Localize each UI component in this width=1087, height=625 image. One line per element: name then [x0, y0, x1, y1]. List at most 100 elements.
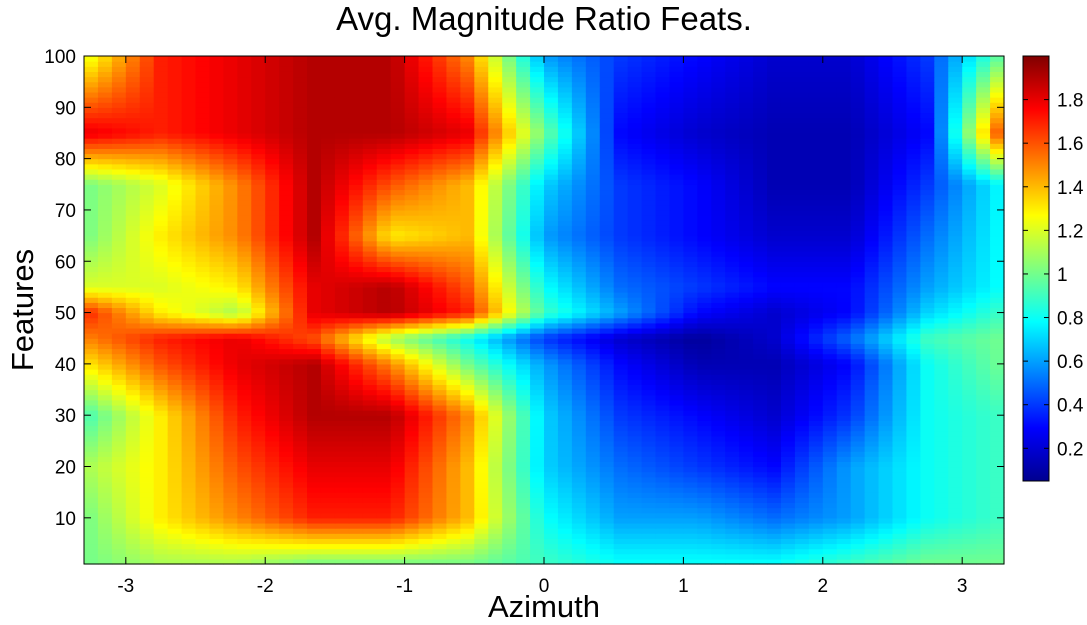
heatmap-cell: [976, 553, 991, 560]
heatmap-cell: [780, 374, 796, 380]
heatmap-cell: [544, 461, 559, 468]
heatmap-cell: [753, 445, 768, 452]
heatmap-cell: [948, 548, 963, 555]
heatmap-cell: [906, 358, 921, 365]
heatmap-cell: [920, 179, 935, 185]
heatmap-cell: [976, 302, 991, 309]
heatmap-cell: [153, 430, 169, 437]
heatmap-cell: [641, 420, 657, 427]
heatmap-cell: [460, 250, 475, 257]
heatmap-cell: [753, 384, 768, 391]
heatmap-cell: [767, 281, 782, 288]
heatmap-cell: [739, 471, 754, 478]
heatmap-cell: [990, 543, 1005, 550]
heatmap-cell: [544, 353, 559, 360]
heatmap-cell: [767, 389, 782, 396]
heatmap-cell: [739, 276, 754, 283]
heatmap-cell: [195, 399, 211, 406]
heatmap-cell: [139, 215, 155, 221]
heatmap-cell: [139, 461, 155, 468]
heatmap-cell: [920, 404, 935, 411]
heatmap-cell: [850, 363, 866, 370]
heatmap-cell: [948, 204, 963, 211]
heatmap-cell: [878, 440, 894, 447]
heatmap-cell: [613, 307, 629, 314]
heatmap-cell: [683, 276, 698, 283]
heatmap-cell: [209, 292, 224, 298]
heatmap-cell: [446, 445, 461, 452]
heatmap-cell: [767, 286, 782, 293]
heatmap-cell: [878, 497, 894, 504]
heatmap-cell: [599, 538, 615, 545]
heatmap-cell: [571, 348, 587, 355]
heatmap-cell: [516, 174, 531, 180]
heatmap-cell: [181, 435, 197, 442]
heatmap-cell: [892, 333, 908, 339]
heatmap-cell: [794, 281, 810, 288]
heatmap-cell: [474, 209, 489, 216]
heatmap-cell: [418, 302, 434, 309]
heatmap-cell: [307, 348, 322, 355]
heatmap-cell: [613, 415, 629, 421]
heatmap-cell: [892, 517, 908, 524]
heatmap-cell: [251, 240, 266, 247]
heatmap-cell: [948, 379, 963, 385]
heatmap-cell: [976, 317, 991, 324]
heatmap-cell: [153, 451, 169, 457]
heatmap-cell: [864, 533, 880, 539]
heatmap-cell: [906, 502, 921, 509]
heatmap-cell: [460, 348, 475, 355]
heatmap-cell: [418, 533, 434, 539]
heatmap-cell: [446, 522, 461, 529]
heatmap-cell: [850, 533, 866, 539]
heatmap-cell: [181, 389, 197, 396]
heatmap-cell: [502, 399, 517, 406]
heatmap-cell: [265, 369, 280, 375]
heatmap-cell: [320, 461, 336, 468]
heatmap-cell: [167, 312, 183, 319]
heatmap-cell: [655, 399, 671, 406]
heatmap-cell: [906, 415, 921, 421]
heatmap-cell: [97, 333, 113, 339]
heatmap-cell: [934, 507, 949, 514]
heatmap-cell: [307, 343, 322, 350]
heatmap-cell: [655, 440, 671, 447]
heatmap-cell: [251, 394, 266, 401]
heatmap-cell: [683, 502, 698, 509]
heatmap-cell: [641, 194, 657, 201]
heatmap-cell: [195, 338, 211, 344]
heatmap-cell: [613, 497, 629, 504]
heatmap-cell: [251, 404, 266, 411]
heatmap-cell: [683, 230, 698, 237]
heatmap-cell: [460, 497, 475, 504]
heatmap-cell: [348, 179, 364, 185]
heatmap-cell: [892, 297, 908, 303]
heatmap-cell: [320, 415, 336, 421]
heatmap-cell: [850, 466, 866, 473]
heatmap-cell: [822, 256, 838, 262]
heatmap-cell: [153, 302, 169, 309]
heatmap-cell: [320, 184, 336, 191]
heatmap-cell: [767, 456, 782, 462]
heatmap-cell: [181, 471, 197, 478]
heatmap-cell: [502, 451, 517, 457]
heatmap-cell: [348, 174, 364, 180]
heatmap-cell: [641, 307, 657, 314]
heatmap-cell: [836, 461, 852, 468]
heatmap-cell: [530, 353, 545, 360]
heatmap-cell: [850, 512, 866, 519]
heatmap-cell: [474, 538, 489, 545]
heatmap-cell: [195, 348, 211, 355]
heatmap-cell: [334, 204, 350, 211]
heatmap-cell: [167, 481, 183, 488]
heatmap-cell: [739, 338, 754, 344]
heatmap-cell: [97, 507, 113, 514]
heatmap-cell: [627, 487, 643, 493]
heatmap-cell: [822, 199, 838, 206]
heatmap-cell: [474, 507, 489, 514]
heatmap-cell: [167, 317, 183, 324]
heatmap-cell: [111, 451, 127, 457]
heatmap-cell: [84, 507, 99, 514]
heatmap-cell: [334, 399, 350, 406]
heatmap-cell: [530, 322, 545, 329]
